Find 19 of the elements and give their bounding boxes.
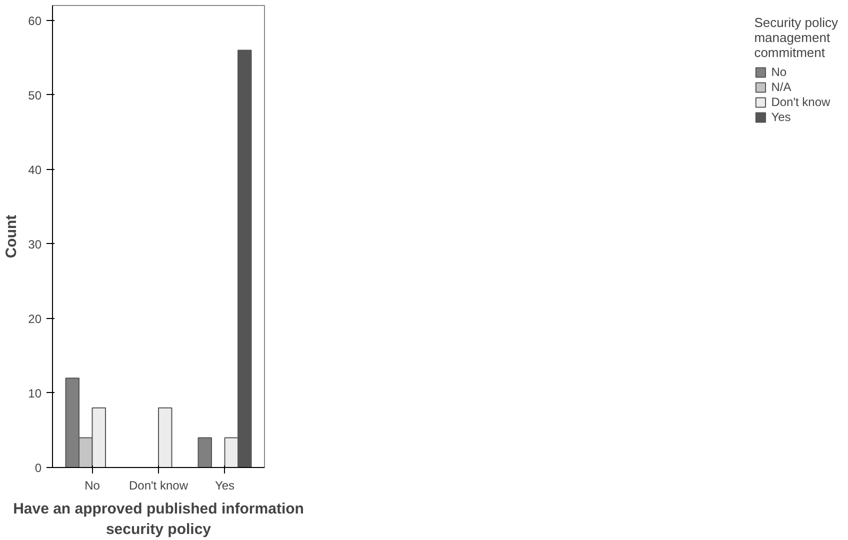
legend-title: Security policy management commitment	[754, 15, 838, 60]
x-axis-title: Have an approved published information security policy	[13, 500, 304, 538]
y-tick-label: 60	[28, 14, 42, 28]
x-tick-label: Yes	[214, 478, 235, 492]
y-tick-label: 0	[34, 461, 42, 475]
legend-label: Don't know	[771, 95, 830, 109]
y-tick-label: 10	[28, 386, 42, 400]
x-tick-label: No	[84, 478, 100, 492]
y-tick-label: 40	[28, 162, 42, 177]
bar	[158, 407, 172, 468]
y-tick-label: 20	[28, 312, 42, 326]
y-tick-label: 30	[28, 237, 42, 252]
bar	[198, 437, 212, 468]
legend-label: N/A	[771, 80, 792, 94]
y-tick-label: 50	[28, 88, 42, 102]
y-axis-title: Count	[3, 214, 20, 258]
legend-label: No	[771, 65, 788, 79]
x-tick-label: Don't know	[129, 478, 188, 492]
legend-label: Yes	[771, 110, 792, 124]
